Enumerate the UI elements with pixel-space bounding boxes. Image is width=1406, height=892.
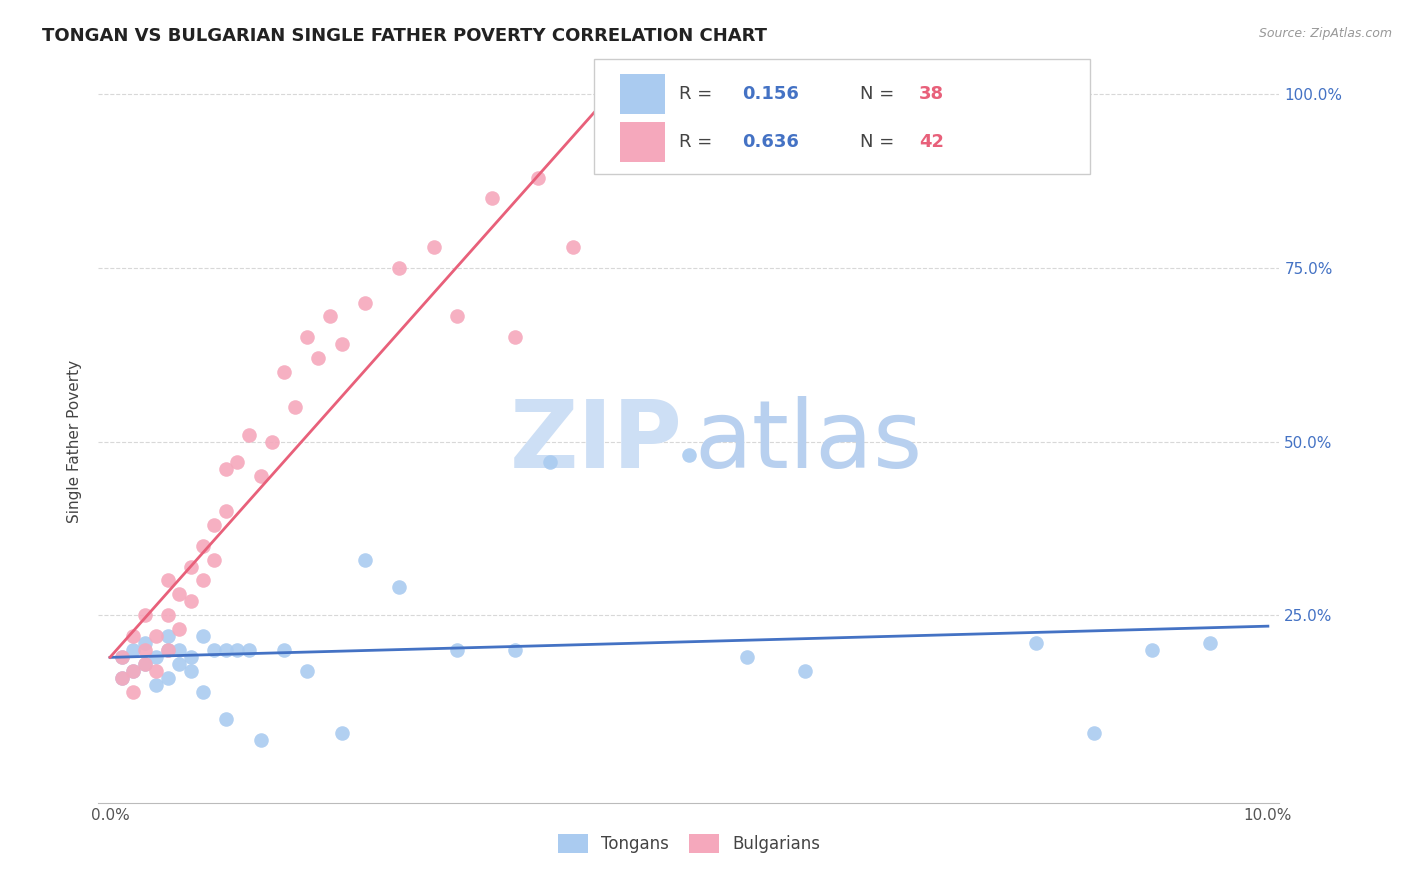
- Point: [156, 643, 179, 657]
- Point: [215, 462, 238, 476]
- Point: [1083, 726, 1105, 740]
- Point: [169, 587, 191, 601]
- Point: [145, 649, 167, 664]
- Point: [678, 449, 700, 463]
- Point: [122, 664, 145, 678]
- Point: [180, 594, 202, 608]
- Text: atlas: atlas: [695, 395, 924, 488]
- Y-axis label: Single Father Poverty: Single Father Poverty: [67, 360, 83, 523]
- Point: [238, 643, 260, 657]
- Text: R =: R =: [679, 85, 718, 103]
- Bar: [620, 74, 665, 114]
- Point: [307, 351, 329, 366]
- Point: [180, 559, 202, 574]
- Point: [249, 733, 271, 747]
- Point: [169, 643, 191, 657]
- Point: [122, 643, 145, 657]
- Point: [145, 664, 167, 678]
- Point: [202, 517, 225, 532]
- Point: [145, 629, 167, 643]
- Point: [180, 649, 202, 664]
- Point: [156, 574, 179, 588]
- Point: [538, 455, 561, 469]
- Text: Source: ZipAtlas.com: Source: ZipAtlas.com: [1258, 27, 1392, 40]
- Point: [191, 574, 214, 588]
- Point: [122, 684, 145, 698]
- Point: [134, 657, 156, 671]
- Point: [503, 643, 526, 657]
- Point: [226, 643, 249, 657]
- FancyBboxPatch shape: [595, 59, 1091, 174]
- Text: N =: N =: [860, 85, 900, 103]
- Point: [238, 427, 260, 442]
- Point: [215, 643, 238, 657]
- Point: [110, 649, 132, 664]
- Point: [202, 643, 225, 657]
- Point: [156, 629, 179, 643]
- Point: [330, 337, 353, 351]
- Text: 42: 42: [920, 133, 945, 151]
- Point: [284, 400, 307, 414]
- Text: R =: R =: [679, 133, 718, 151]
- Point: [446, 310, 468, 324]
- Point: [156, 608, 179, 623]
- Point: [562, 240, 585, 254]
- Point: [503, 330, 526, 344]
- Point: [481, 191, 503, 205]
- Point: [134, 643, 156, 657]
- Point: [202, 552, 225, 566]
- Point: [169, 657, 191, 671]
- Point: [134, 657, 156, 671]
- Point: [156, 643, 179, 657]
- Point: [191, 629, 214, 643]
- Text: 38: 38: [920, 85, 945, 103]
- Point: [191, 539, 214, 553]
- Text: TONGAN VS BULGARIAN SINGLE FATHER POVERTY CORRELATION CHART: TONGAN VS BULGARIAN SINGLE FATHER POVERT…: [42, 27, 768, 45]
- Legend: Tongans, Bulgarians: Tongans, Bulgarians: [551, 827, 827, 860]
- Point: [215, 504, 238, 518]
- Point: [110, 671, 132, 685]
- Point: [122, 664, 145, 678]
- Point: [295, 330, 318, 344]
- Point: [1140, 643, 1163, 657]
- Point: [423, 240, 446, 254]
- Point: [169, 622, 191, 636]
- Point: [353, 295, 375, 310]
- Point: [446, 643, 468, 657]
- Point: [596, 156, 619, 170]
- Point: [110, 649, 132, 664]
- Point: [215, 713, 238, 727]
- Point: [180, 664, 202, 678]
- Point: [330, 726, 353, 740]
- Point: [735, 649, 758, 664]
- Text: ZIP: ZIP: [510, 395, 683, 488]
- Point: [273, 365, 295, 379]
- Point: [249, 469, 271, 483]
- Point: [1025, 636, 1047, 650]
- Text: N =: N =: [860, 133, 900, 151]
- Point: [388, 260, 411, 275]
- Point: [122, 629, 145, 643]
- Point: [110, 671, 132, 685]
- Point: [1199, 636, 1222, 650]
- Point: [273, 643, 295, 657]
- Text: 0.156: 0.156: [742, 85, 799, 103]
- Point: [191, 684, 214, 698]
- Point: [156, 671, 179, 685]
- Text: 0.636: 0.636: [742, 133, 799, 151]
- Point: [134, 636, 156, 650]
- Point: [226, 455, 249, 469]
- Point: [353, 552, 375, 566]
- Point: [262, 434, 284, 449]
- Bar: [620, 122, 665, 161]
- Point: [793, 664, 815, 678]
- Point: [295, 664, 318, 678]
- Point: [134, 608, 156, 623]
- Point: [527, 170, 550, 185]
- Point: [388, 581, 411, 595]
- Point: [145, 678, 167, 692]
- Point: [319, 310, 342, 324]
